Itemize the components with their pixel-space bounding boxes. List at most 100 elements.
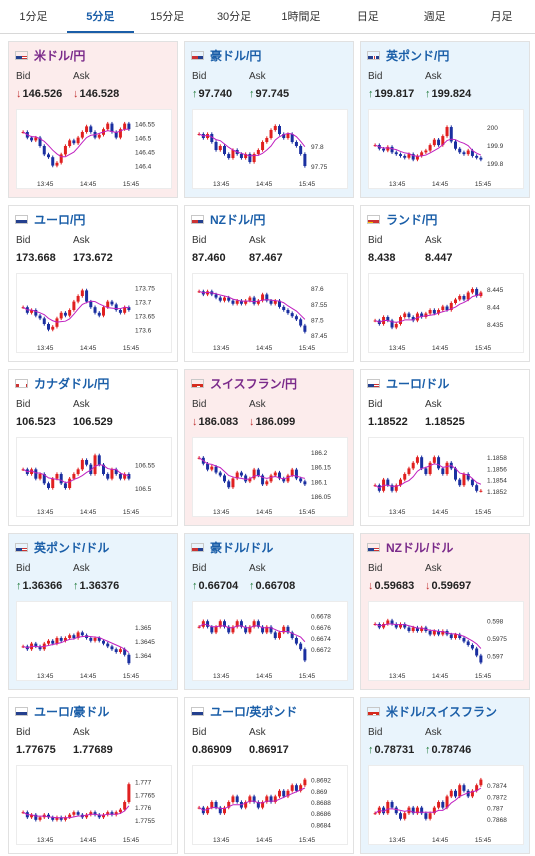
candle-body (231, 796, 235, 802)
y-tick-label: 1.777 (135, 780, 152, 787)
tab-6[interactable]: 週足 (423, 11, 446, 23)
candle-body (282, 134, 286, 138)
ask-label: Ask (425, 399, 442, 410)
ask-price: ↑1.36376 (73, 580, 119, 592)
currency-card[interactable]: 英ポンド/円 Bid ↑199.817 Ask ↑199.824 200 199.9 199.… (360, 41, 530, 198)
currency-card[interactable]: NZドル/ドル Bid ↓0.59683 Ask ↓0.59697 0.598 0.5975… (360, 533, 530, 690)
flag-ch-icon (191, 378, 204, 388)
pair-name[interactable]: 豪ドル/円 (210, 48, 262, 63)
x-tick-label: 15:45 (299, 181, 316, 188)
candle-body (239, 154, 243, 158)
pair-name[interactable]: ユーロ/豪ドル (34, 704, 110, 719)
currency-card[interactable]: 米ドル/円 Bid ↓146.526 Ask ↓146.528 146.55 146.5 14… (8, 41, 178, 198)
pair-name[interactable]: ユーロ/ドル (386, 376, 450, 391)
price-chart[interactable]: 0.7874 0.7872 0.787 0.7868 13:45 14:45 15:45 (368, 765, 524, 845)
candle-body (127, 307, 131, 310)
candle-body (294, 638, 298, 644)
price-chart[interactable]: 97.8 97.75 13:45 14:45 15:45 (192, 109, 348, 189)
candle-body (454, 634, 457, 638)
candle-body (106, 123, 110, 130)
candle-body (127, 784, 131, 802)
candle-body (466, 790, 470, 797)
candle-body (394, 324, 398, 328)
candle-body (458, 785, 462, 797)
pair-name[interactable]: スイスフラン/円 (210, 376, 297, 391)
price-chart[interactable]: 87.6 87.55 87.5 87.45 13:45 14:45 15:45 (192, 273, 348, 353)
tab-4[interactable]: 1時間足 (281, 11, 321, 23)
price-chart[interactable]: 8.445 8.44 8.435 13:45 14:45 15:45 (368, 273, 524, 353)
candle-body (63, 146, 67, 155)
ask-label: Ask (249, 563, 266, 574)
currency-card[interactable]: NZドル/円 Bid 87.460 Ask 87.467 87.6 87.55 87.5 87.… (184, 205, 354, 362)
candle-body (127, 654, 131, 664)
currency-card[interactable]: 米ドル/スイスフラン Bid ↑0.78731 Ask ↑0.78746 0.7874 0.… (360, 697, 530, 854)
y-tick-label: 0.8686 (311, 811, 331, 818)
bid-price: ↑199.817 (368, 88, 414, 100)
arrow-up-icon: ↑ (249, 88, 255, 100)
tab-5[interactable]: 日足 (356, 11, 379, 23)
tab-1[interactable]: 5分足 (66, 0, 134, 33)
currency-card[interactable]: カナダドル/円 Bid 106.523 Ask 106.529 106.55 106.5 13… (8, 369, 178, 526)
price-chart[interactable]: 0.6678 0.6676 0.6674 0.6672 13:45 14:45 15:45 (192, 601, 348, 681)
candle-body (51, 817, 55, 820)
pair-name[interactable]: 英ポンド/ドル (34, 540, 110, 555)
price-chart[interactable]: 173.75 173.7 173.65 173.6 13:45 14:45 15:45 (16, 273, 172, 353)
pair-name[interactable]: ユーロ/英ポンド (210, 704, 298, 719)
candle-body (248, 154, 252, 162)
currency-card[interactable]: ユーロ/ドル Bid 1.18522 Ask 1.18525 1.1858 1.1856 1.… (360, 369, 530, 526)
candle-body (102, 307, 105, 316)
bid-label: Bid (368, 563, 383, 574)
pair-name[interactable]: ユーロ/円 (34, 212, 86, 227)
price-chart[interactable]: 1.365 1.3645 1.364 13:45 14:45 15:45 (16, 601, 172, 681)
candle-body (428, 145, 432, 151)
candlestick-svg: 0.6678 0.6676 0.6674 0.6672 13:45 14:45 15:45 (197, 614, 331, 680)
candle-body (110, 812, 114, 815)
x-tick-label: 13:45 (213, 509, 230, 516)
bid-label: Bid (368, 71, 383, 82)
candle-body (72, 301, 76, 310)
price-chart[interactable]: 0.598 0.5975 0.597 13:45 14:45 15:45 (368, 601, 524, 681)
tab-3[interactable]: 30分足 (216, 11, 252, 23)
pair-name[interactable]: 豪ドル/ドル (210, 540, 274, 555)
pair-name[interactable]: NZドル/円 (210, 212, 266, 227)
candle-body (449, 634, 453, 638)
currency-card[interactable]: ユーロ/豪ドル Bid 1.77675 Ask 1.77689 1.777 1.7765 1.… (8, 697, 178, 854)
price-chart[interactable]: 186.2 186.15 186.1 186.05 13:45 14:45 15:45 (192, 437, 348, 517)
pair-name[interactable]: 米ドル/円 (34, 48, 86, 63)
candle-body (282, 626, 286, 633)
candle-body (261, 802, 265, 808)
currency-card[interactable]: 英ポンド/ドル Bid ↑1.36366 Ask ↑1.36376 1.365 1.3645… (8, 533, 178, 690)
card-header: 英ポンド/ドル (15, 540, 110, 555)
candle-body (55, 817, 59, 820)
price-chart[interactable]: 1.1858 1.1856 1.1854 1.1852 13:45 14:45 15:45 (368, 437, 524, 517)
price-chart[interactable]: 146.55 146.5 146.45 146.4 13:45 14:45 15:45 (16, 109, 172, 189)
candle-body (303, 649, 307, 661)
price-chart[interactable]: 1.777 1.7765 1.776 1.7755 13:45 14:45 15:45 (16, 765, 172, 845)
price-chart[interactable]: 0.8692 0.869 0.8688 0.8686 0.8684 13:45 14:45 1… (192, 765, 348, 845)
candle-body (394, 485, 398, 491)
pair-name[interactable]: NZドル/ドル (386, 540, 454, 555)
currency-card[interactable]: 豪ドル/ドル Bid ↑0.66704 Ask ↑0.66708 0.6678 0.6676… (184, 533, 354, 690)
x-tick-label: 15:45 (475, 837, 492, 844)
pair-name[interactable]: 米ドル/スイスフラン (386, 704, 497, 719)
candle-body (437, 802, 441, 808)
price-chart[interactable]: 200 199.9 199.8 13:45 14:45 15:45 (368, 109, 524, 189)
currency-card[interactable]: 豪ドル/円 Bid ↑97.740 Ask ↑97.745 97.8 97.75 13:45 1… (184, 41, 354, 198)
currency-card[interactable]: ユーロ/英ポンド Bid 0.86909 Ask 0.86917 0.8692 0.869 0… (184, 697, 354, 854)
candle-body (118, 809, 122, 813)
tab-2[interactable]: 15分足 (150, 11, 185, 23)
y-tick-label: 173.6 (135, 328, 152, 335)
x-tick-label: 15:45 (123, 673, 140, 680)
pair-name[interactable]: カナダドル/円 (34, 376, 110, 391)
currency-card[interactable]: スイスフラン/円 Bid ↓186.083 Ask ↓186.099 186.2 186.1… (184, 369, 354, 526)
tab-7[interactable]: 月足 (490, 11, 513, 23)
candle-body (102, 640, 105, 644)
pair-name[interactable]: 英ポンド/円 (386, 48, 450, 63)
price-chart[interactable]: 106.55 106.5 13:45 14:45 15:45 (16, 437, 172, 517)
currency-card[interactable]: ユーロ/円 Bid 173.668 Ask 173.672 173.75 173.7 173.… (8, 205, 178, 362)
currency-card[interactable]: ランド/円 Bid 8.438 Ask 8.447 8.445 8.44 8.435 13:45… (360, 205, 530, 362)
pair-name[interactable]: ランド/円 (386, 212, 438, 227)
bid-price: ↑0.78731 (368, 744, 414, 756)
y-tick-label: 1.7765 (135, 792, 155, 799)
tab-0[interactable]: 1分足 (19, 11, 48, 23)
